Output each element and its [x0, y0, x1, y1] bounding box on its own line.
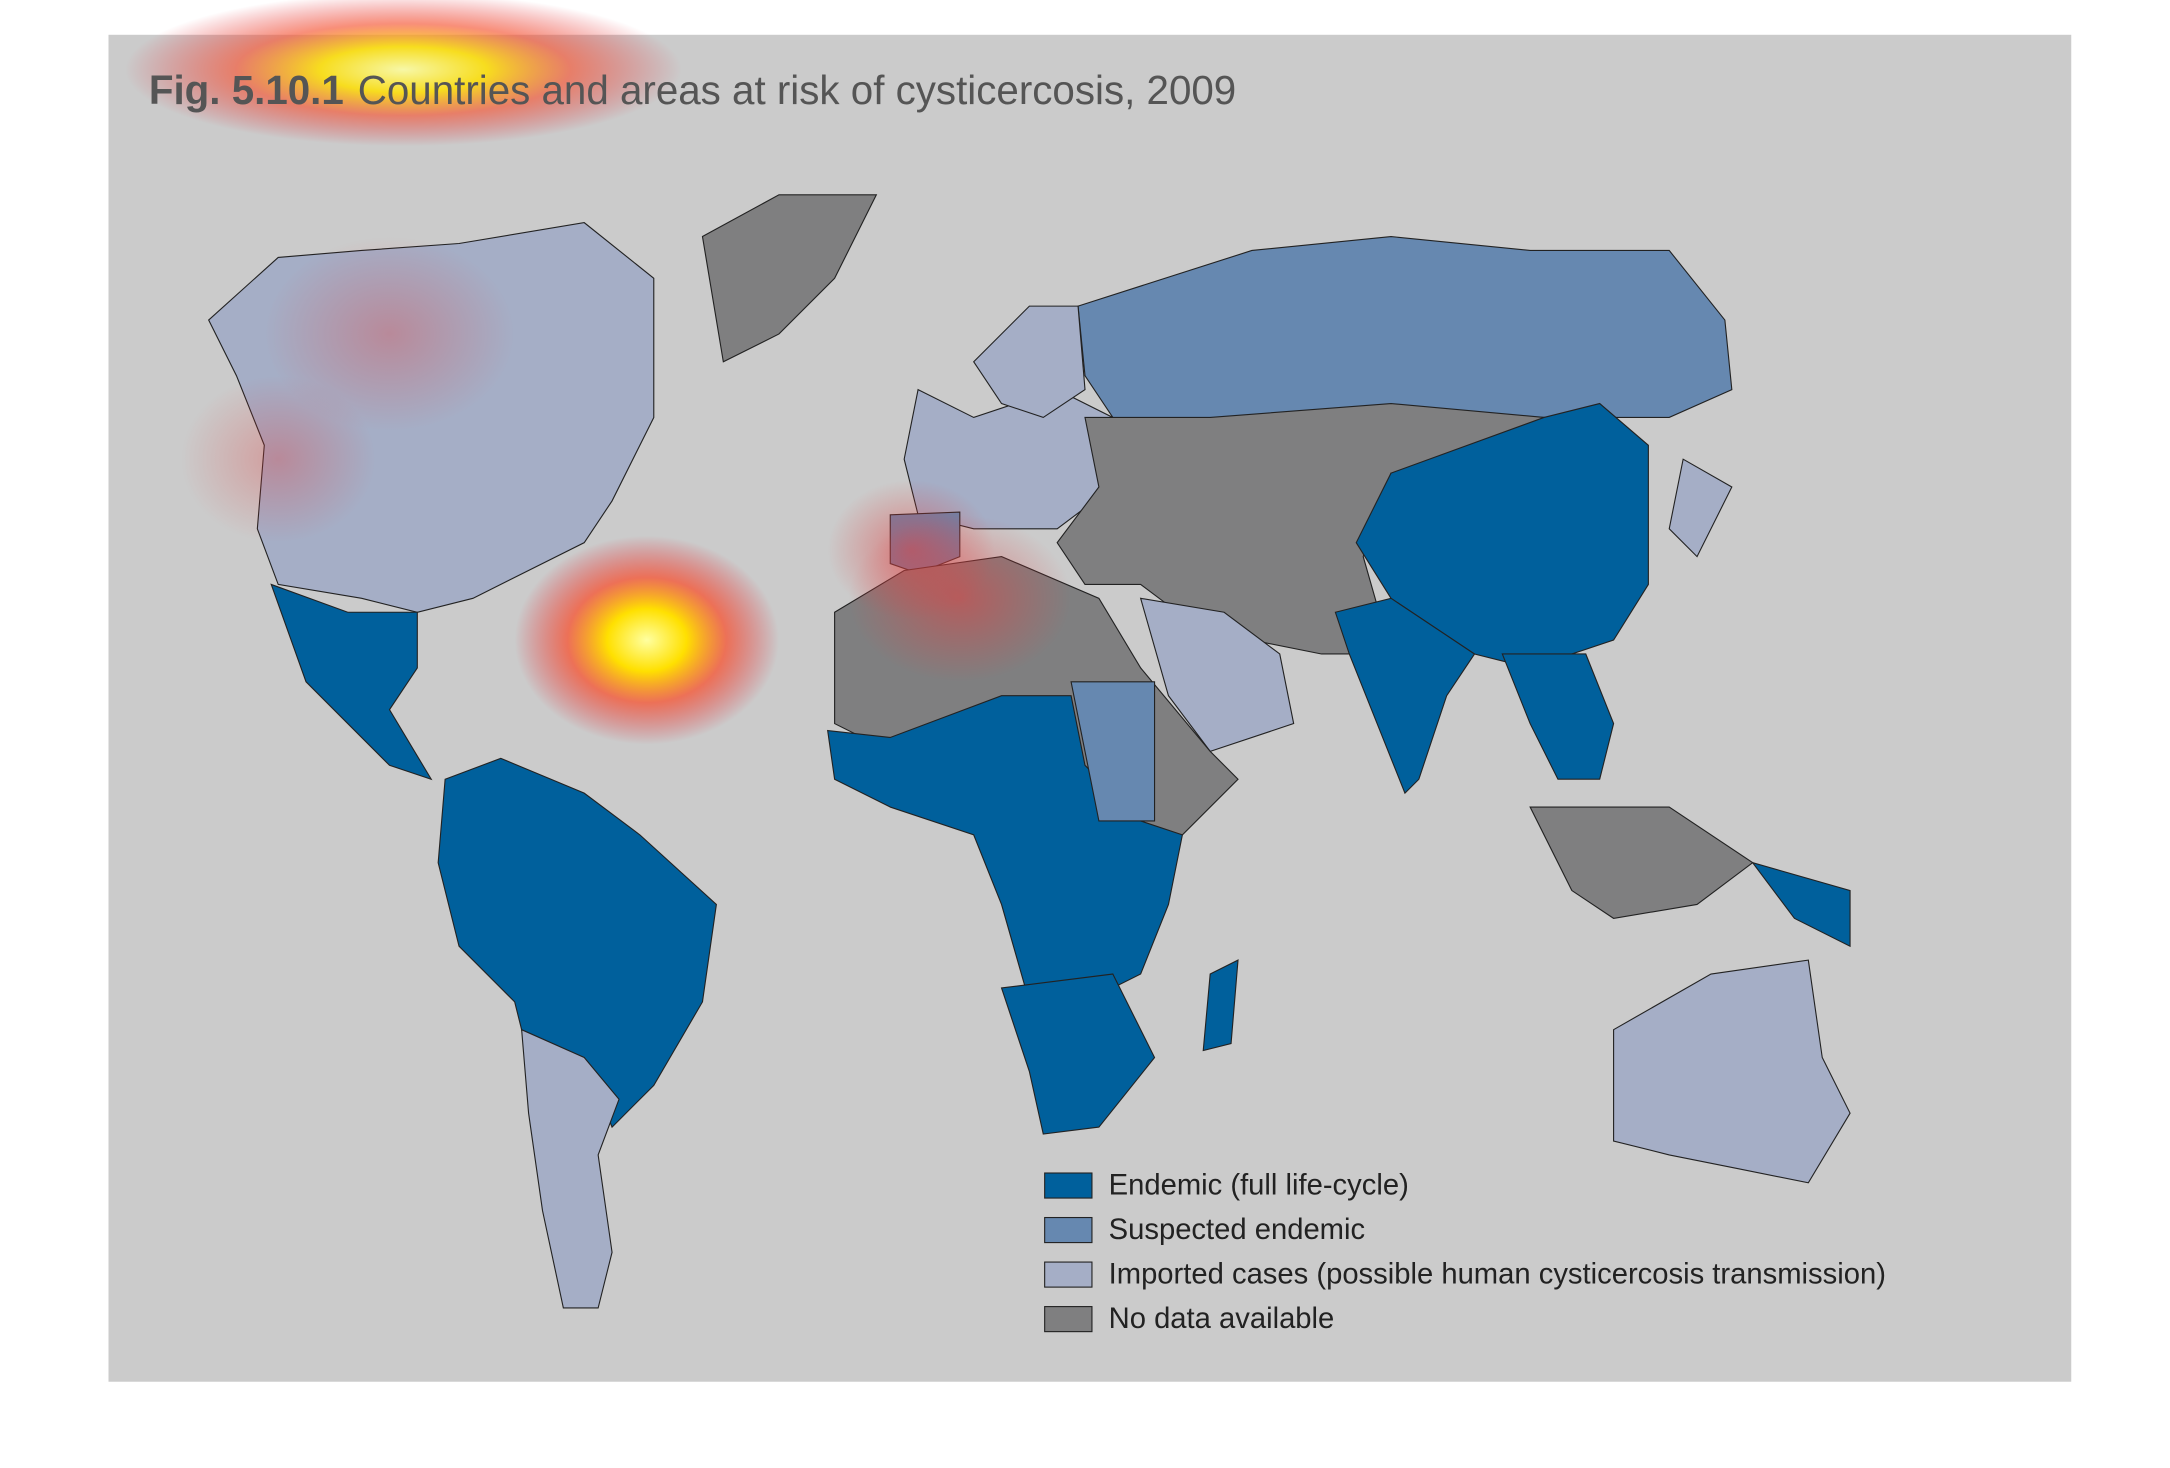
legend-swatch	[1044, 1306, 1093, 1333]
legend: Endemic (full life-cycle) Suspected endem…	[1044, 1170, 1886, 1335]
figure-number: Fig. 5.10.1	[149, 67, 344, 113]
legend-swatch	[1044, 1261, 1093, 1288]
figure-title: Fig. 5.10.1 Countries and areas at risk o…	[149, 67, 1236, 113]
figure-title-text: Countries and areas at risk of cysticerc…	[358, 67, 1237, 113]
legend-swatch	[1044, 1216, 1093, 1244]
legend-label: Suspected endemic	[1109, 1214, 1365, 1246]
legend-label: No data available	[1109, 1303, 1335, 1335]
legend-swatch	[1044, 1172, 1093, 1199]
legend-label: Endemic (full life-cycle)	[1109, 1170, 1409, 1202]
attention-heatmap	[125, 0, 1072, 745]
legend-label: Imported cases (possible human cysticerc…	[1109, 1259, 1886, 1291]
